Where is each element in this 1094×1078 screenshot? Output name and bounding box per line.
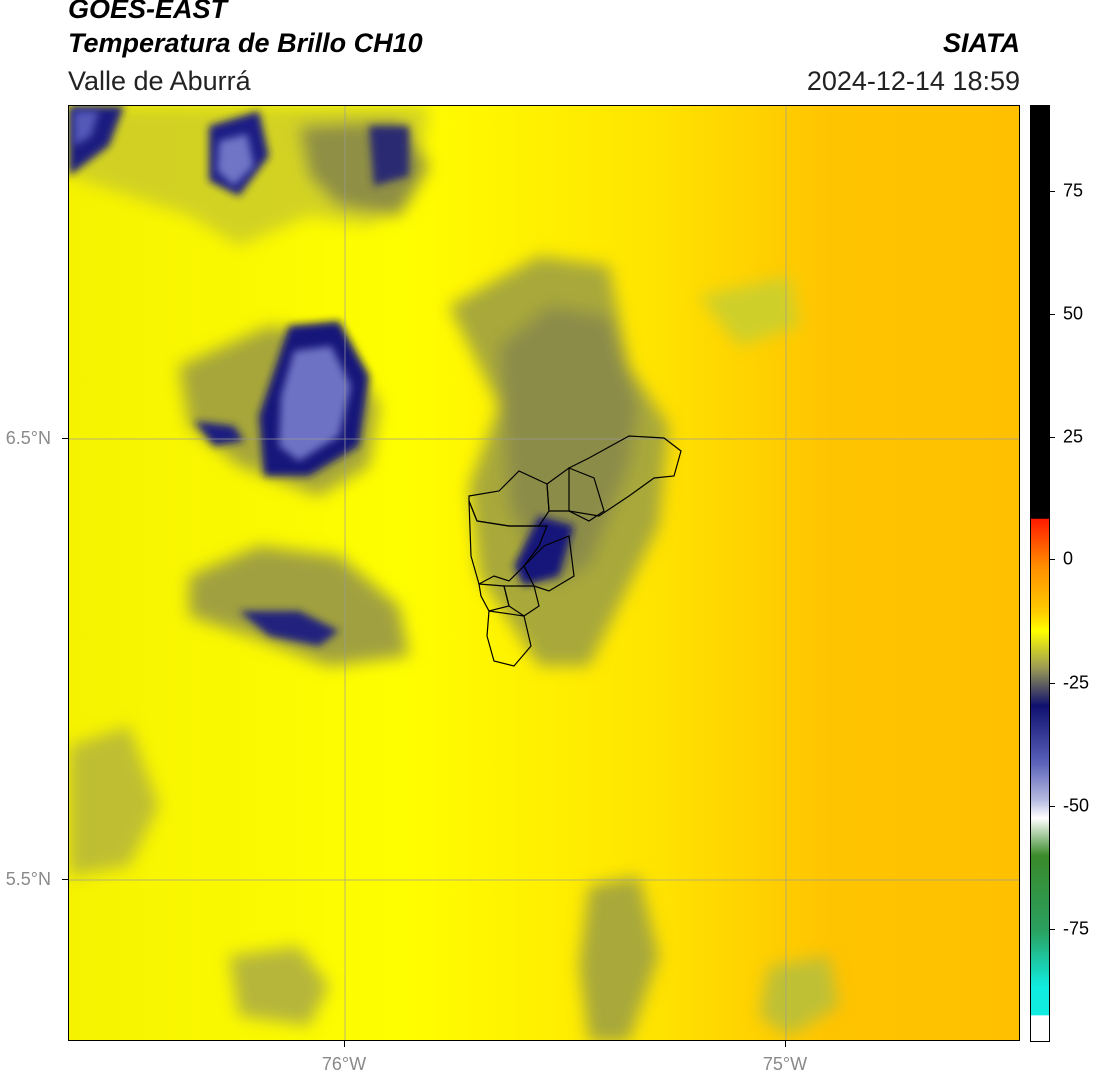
colorbar-label-0: 0 xyxy=(1063,548,1074,569)
product-title: Temperatura de Brillo CH10 xyxy=(68,28,423,58)
colorbar-label-25: 25 xyxy=(1063,426,1084,447)
lon-tick xyxy=(344,1041,345,1047)
datetime-label: 2024-12-14 18:59 xyxy=(806,66,1020,96)
colorbar-label-50: 50 xyxy=(1063,303,1084,324)
lon-label-76w: 76°W xyxy=(321,1054,367,1074)
colorbar-tick xyxy=(1050,806,1055,807)
colorbar-tick xyxy=(1050,683,1055,684)
lon-label-75w: 75°W xyxy=(762,1054,808,1074)
colorbar-label-neg75: -75 xyxy=(1063,918,1090,939)
colorbar xyxy=(1030,105,1050,1042)
lat-tick xyxy=(62,438,68,439)
graticule xyxy=(69,106,1019,1040)
colorbar-label-neg50: -50 xyxy=(1063,795,1090,816)
lat-label-5-5: 5.5°N xyxy=(5,869,51,889)
colorbar-tick xyxy=(1050,559,1055,560)
cloud-tops-light-blue xyxy=(74,111,351,461)
colorbar-tick xyxy=(1050,437,1055,438)
colorbar-tick xyxy=(1050,191,1055,192)
colorbar-gradient xyxy=(1031,106,1049,1041)
colorbar-tick xyxy=(1050,314,1055,315)
organization-label: SIATA xyxy=(943,28,1020,58)
satellite-map[interactable] xyxy=(68,105,1020,1041)
brightness-temperature-field xyxy=(69,106,1019,1040)
lon-tick xyxy=(785,1041,786,1047)
satellite-title: GOES-EAST xyxy=(68,0,228,24)
colorbar-label-neg25: -25 xyxy=(1063,672,1090,693)
lat-label-6-5: 6.5°N xyxy=(5,428,51,448)
lat-tick xyxy=(62,879,68,880)
region-label: Valle de Aburrá xyxy=(68,66,251,96)
colorbar-label-75: 75 xyxy=(1063,180,1084,201)
municipal-boundaries xyxy=(468,435,682,667)
colorbar-tick xyxy=(1050,929,1055,930)
